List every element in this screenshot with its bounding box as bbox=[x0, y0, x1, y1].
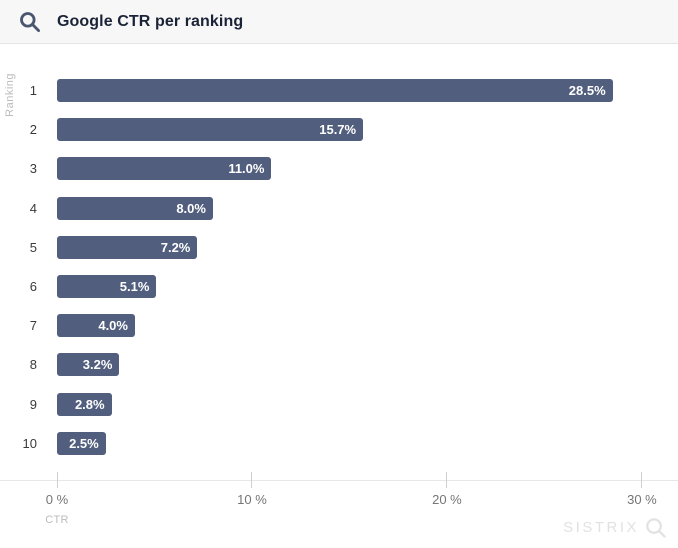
x-tick-mark bbox=[56, 472, 58, 488]
bar-row: 2 15.7% bbox=[0, 118, 678, 142]
bar-track: 11.0% bbox=[57, 157, 678, 181]
chart-header: Google CTR per ranking bbox=[0, 0, 678, 44]
ranking-label: 6 bbox=[29, 279, 37, 294]
bar-value-label: 5.1% bbox=[119, 279, 150, 294]
ctr-bar[interactable]: 3.2% bbox=[57, 353, 120, 377]
bar-track: 7.2% bbox=[57, 235, 678, 259]
x-tick-mark bbox=[251, 472, 253, 488]
bar-row: 6 5.1% bbox=[0, 275, 678, 298]
ctr-bar[interactable]: 2.5% bbox=[57, 431, 106, 455]
bar-track: 8.0% bbox=[57, 196, 678, 220]
ctr-bar[interactable]: 4.0% bbox=[57, 314, 135, 338]
magnifier-icon bbox=[646, 518, 666, 538]
ctr-bar[interactable]: 2.8% bbox=[57, 392, 112, 416]
ctr-bar[interactable]: 5.1% bbox=[57, 275, 157, 298]
ranking-label: 8 bbox=[29, 357, 37, 373]
x-tick-mark bbox=[446, 472, 448, 488]
bar-value-label: 8.0% bbox=[176, 200, 206, 216]
bar-track: 4.0% bbox=[57, 314, 678, 338]
bar-track: 2.8% bbox=[57, 392, 678, 416]
bar-track: 3.2% bbox=[57, 353, 678, 377]
bar-track: 15.7% bbox=[57, 118, 678, 142]
bar-row: 7 4.0% bbox=[0, 314, 678, 338]
x-tick-label: 20 % bbox=[432, 492, 462, 507]
ranking-label: 5 bbox=[29, 239, 37, 255]
ranking-label: 2 bbox=[29, 122, 37, 138]
x-tick-label: 30 % bbox=[627, 492, 657, 507]
x-tick-label: 10 % bbox=[237, 492, 267, 507]
bar-row: 8 3.2% bbox=[0, 353, 678, 377]
ranking-label: 10 bbox=[22, 435, 37, 451]
bar-value-label: 2.5% bbox=[69, 435, 99, 451]
bar-row: 3 11.0% bbox=[0, 157, 678, 181]
ctr-bar[interactable]: 7.2% bbox=[57, 235, 198, 259]
x-axis-label: CTR bbox=[45, 514, 69, 526]
bar-row: 1 28.5% bbox=[0, 79, 678, 102]
bar-track: 28.5% bbox=[57, 79, 678, 102]
search-icon[interactable] bbox=[18, 10, 42, 34]
bar-value-label: 4.0% bbox=[98, 318, 128, 334]
bar-row: 10 2.5% bbox=[0, 431, 678, 455]
ctr-bar[interactable]: 28.5% bbox=[57, 79, 613, 102]
ctr-bar[interactable]: 8.0% bbox=[57, 196, 213, 220]
ctr-bar[interactable]: 11.0% bbox=[57, 157, 272, 181]
bar-row: 9 2.8% bbox=[0, 392, 678, 416]
sistrix-logo-text: SISTRIX bbox=[563, 519, 639, 536]
bar-track: 5.1% bbox=[57, 275, 678, 298]
bar-row: 4 8.0% bbox=[0, 196, 678, 220]
ranking-label: 1 bbox=[29, 83, 37, 98]
ranking-label: 7 bbox=[29, 318, 37, 334]
bar-value-label: 3.2% bbox=[82, 357, 113, 373]
ranking-label: 4 bbox=[29, 200, 37, 216]
chart-title: Google CTR per ranking bbox=[57, 12, 244, 30]
chart-area: Ranking 1 28.5% 2 15.7% 3 11.0% 4 8.0% bbox=[0, 45, 678, 548]
bar-row: 5 7.2% bbox=[0, 235, 678, 259]
sistrix-logo[interactable]: SISTRIX bbox=[563, 516, 667, 539]
x-tick-mark bbox=[641, 472, 643, 488]
bar-value-label: 28.5% bbox=[568, 83, 606, 98]
bar-value-label: 15.7% bbox=[319, 122, 357, 138]
x-axis-line bbox=[0, 480, 678, 481]
ranking-label: 3 bbox=[29, 161, 37, 177]
ctr-bar[interactable]: 15.7% bbox=[57, 118, 364, 142]
bar-track: 2.5% bbox=[57, 431, 678, 455]
bar-value-label: 2.8% bbox=[74, 396, 105, 412]
ranking-label: 9 bbox=[29, 396, 37, 412]
bar-value-label: 7.2% bbox=[160, 239, 191, 255]
bar-value-label: 11.0% bbox=[228, 161, 265, 177]
x-tick-label: 0 % bbox=[45, 492, 69, 507]
